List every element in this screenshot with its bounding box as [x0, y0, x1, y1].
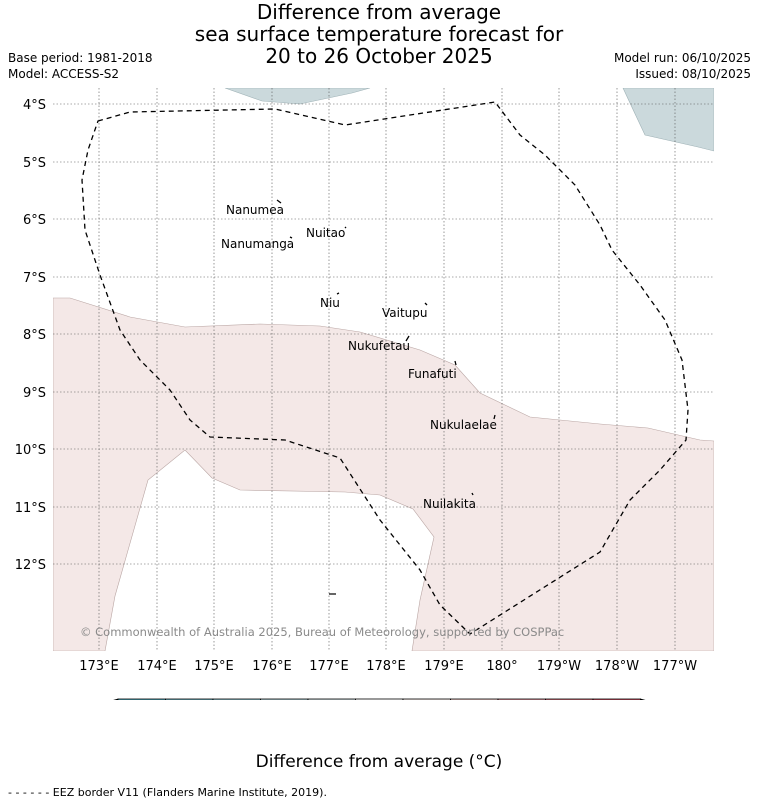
colorbar-segment	[355, 698, 404, 700]
colorbar: -4.0-3.0-2.0-1.2-0.8-0.40.40.81.22.03.04…	[113, 698, 646, 700]
warm-anomaly-region	[53, 297, 714, 651]
island-marker	[454, 360, 457, 366]
gridlines	[53, 88, 714, 651]
latitude-label: 11°S	[15, 501, 46, 516]
longitude-label: 180°	[486, 659, 517, 674]
island-marker	[289, 236, 293, 239]
title-line-3: 20 to 26 October 2025	[265, 44, 493, 68]
longitude-label: 178°E	[366, 659, 406, 674]
copyright-text: © Commonwealth of Australia 2025, Bureau…	[80, 625, 564, 639]
island-label: Funafuti	[408, 367, 457, 381]
colorbar-segment	[497, 698, 546, 700]
island-label: Nukulaelae	[430, 418, 497, 432]
colorbar-extend-low	[113, 698, 119, 700]
model-name: Model: ACCESS-S2	[8, 67, 120, 81]
colorbar-segment	[402, 698, 451, 700]
colorbar-segment	[212, 698, 261, 700]
island-marker	[424, 302, 428, 306]
longitude-label: 175°E	[194, 659, 234, 674]
latitude-labels: 4°S 5°S 6°S 7°S 8°S 9°S 10°S 11°S 12°S	[15, 98, 46, 573]
sst-anomaly-map: Nanumea Nuitao Nanumanga Niu Vaitupu Nukufeta…	[15, 88, 714, 700]
eez-border	[81, 101, 689, 635]
colorbar-segment	[260, 698, 309, 700]
island-label: Nukufetau	[348, 339, 410, 353]
colorbar-extend-high	[640, 698, 646, 700]
latitude-label: 12°S	[15, 558, 46, 573]
island-marker	[344, 226, 347, 229]
issued-date: Issued: 08/10/2025	[635, 67, 751, 81]
island-layer: Nanumea Nuitao Nanumanga Niu Vaitupu Nukufeta…	[221, 199, 497, 511]
island-label: Vaitupu	[382, 306, 428, 320]
island-label: Nanumanga	[221, 237, 294, 251]
colorbar-segment	[450, 698, 499, 700]
longitude-label: 178°W	[595, 659, 639, 674]
colorbar-segment	[165, 698, 214, 700]
colorbar-segment	[307, 698, 356, 700]
base-period: Base period: 1981-2018	[8, 51, 153, 65]
island-label: Nanumea	[226, 203, 284, 217]
eez-legend-text: - - - - - - EEZ border V11 (Flanders Mar…	[8, 786, 327, 799]
cool-anomaly-region-north	[224, 88, 371, 105]
title-line-1: Difference from average	[256, 0, 502, 24]
island-label: Niu	[320, 296, 340, 310]
longitude-label: 174°E	[137, 659, 177, 674]
model-run: Model run: 06/10/2025	[613, 51, 751, 65]
island-marker	[336, 292, 340, 295]
island-marker	[493, 414, 496, 420]
island-label: Nuilakita	[423, 497, 476, 511]
latitude-label: 8°S	[23, 328, 46, 343]
longitude-label: 177°E	[309, 659, 349, 674]
latitude-label: 4°S	[23, 98, 46, 113]
longitude-label: 179°E	[424, 659, 464, 674]
island-marker	[471, 492, 474, 496]
island-marker	[276, 199, 282, 204]
latitude-label: 9°S	[23, 386, 46, 401]
latitude-label: 6°S	[23, 213, 46, 228]
colorbar-segment	[592, 698, 641, 700]
latitude-label: 10°S	[15, 443, 46, 458]
longitude-label: 177°W	[653, 659, 697, 674]
cool-anomaly-region-northeast	[622, 88, 714, 152]
colorbar-segment	[545, 698, 594, 700]
colorbar-label: Difference from average (°C)	[255, 752, 503, 772]
colorbar-segment	[117, 698, 166, 700]
island-label: Nuitao	[306, 226, 345, 240]
latitude-label: 5°S	[23, 156, 46, 171]
island-marker	[405, 335, 410, 342]
longitude-labels: 173°E 174°E 175°E 176°E 177°E 178°E 179°E 180° 1…	[79, 659, 697, 674]
longitude-label: 179°W	[537, 659, 581, 674]
longitude-label: 173°E	[79, 659, 119, 674]
latitude-label: 7°S	[23, 271, 46, 286]
title-line-2: sea surface temperature forecast for	[194, 22, 564, 46]
longitude-label: 176°E	[252, 659, 292, 674]
